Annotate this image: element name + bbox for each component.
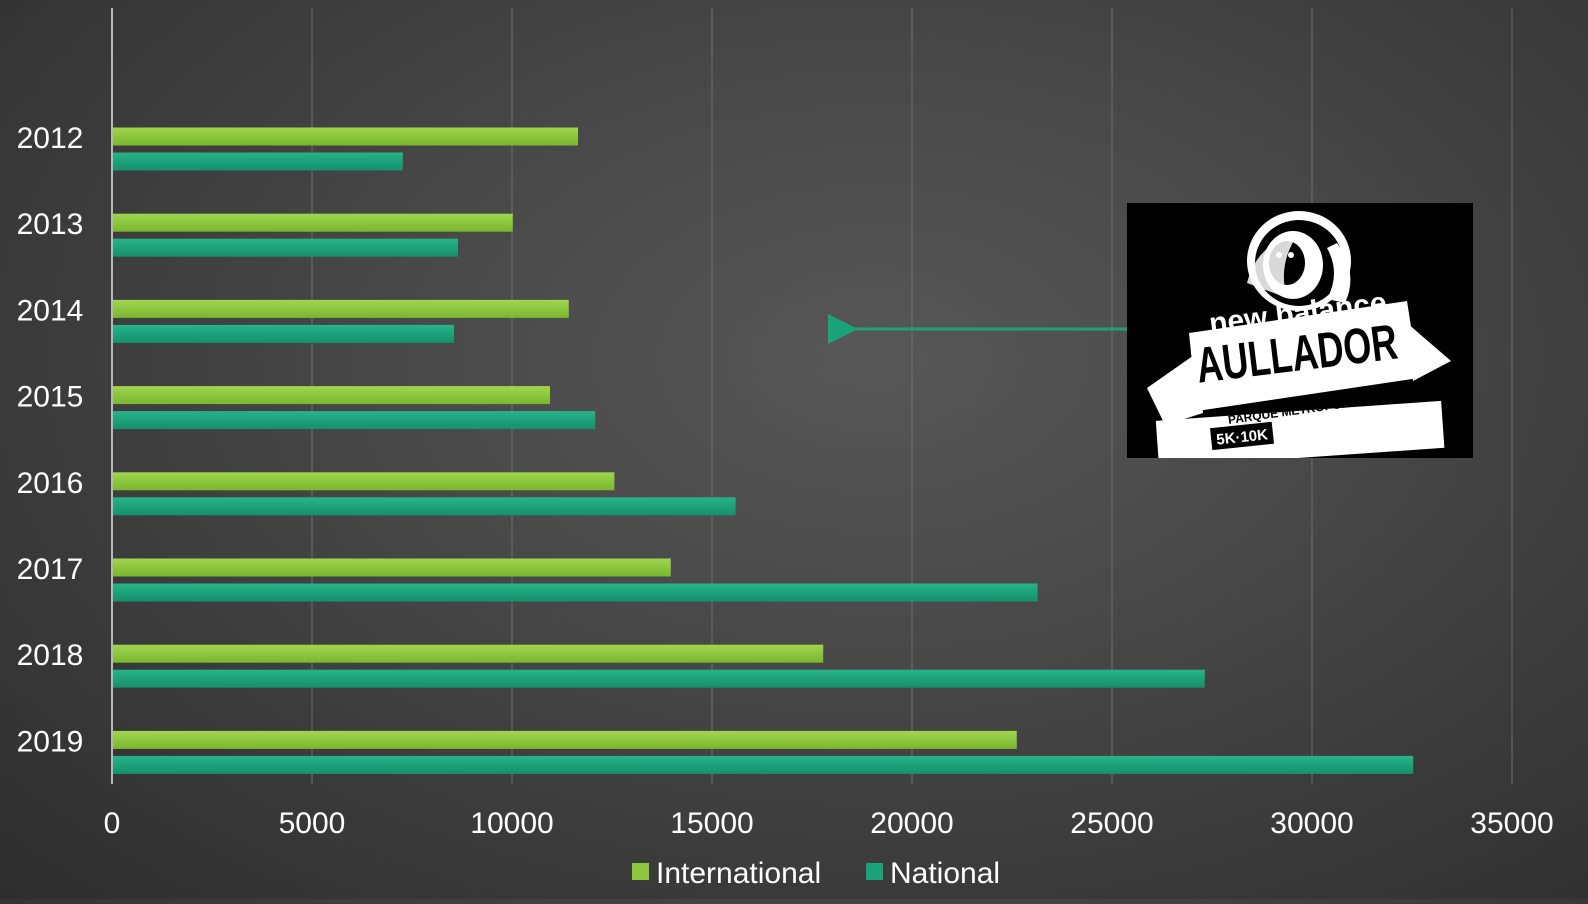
category-label: 2016: [17, 467, 84, 500]
bar-international-2017: [113, 558, 671, 577]
category-label: 2015: [17, 381, 84, 414]
bar-national-2015: [113, 411, 596, 430]
bar-international-2012: [113, 127, 578, 146]
bar-international-2014: [113, 299, 569, 318]
howler-monkey-icon: [1247, 211, 1351, 311]
logo-distance-text: 5K·10K: [1216, 426, 1269, 448]
bar-international-2015: [113, 386, 550, 405]
x-tick-label: 0: [104, 807, 121, 840]
bar-national-2018: [113, 669, 1205, 688]
category-label: 2013: [17, 208, 84, 241]
x-tick-label: 20000: [870, 807, 953, 840]
category-label: 2017: [17, 553, 84, 586]
logo-distance-badge: [1210, 421, 1274, 451]
y-axis: 2012 2013 2014 2015 2016 2017 2018 2019: [17, 122, 84, 758]
bar-national-2013: [113, 238, 458, 257]
bar-international-2013: [113, 213, 513, 232]
bar-national-2014: [113, 324, 454, 343]
bar-international-2019: [113, 730, 1017, 749]
x-tick-label: 15000: [670, 807, 753, 840]
legend-label-national: National: [890, 857, 1000, 890]
bars: [113, 127, 1414, 774]
category-label: 2018: [17, 639, 84, 672]
legend-label-international: International: [656, 857, 821, 890]
bar-national-2016: [113, 497, 736, 516]
bar-international-2016: [113, 472, 615, 491]
event-logo: new balance AULLADOR PARQUE METROPOLITAN…: [1127, 203, 1473, 458]
bar-national-2017: [113, 583, 1038, 602]
category-label: 2012: [17, 122, 84, 155]
x-tick-label: 30000: [1270, 807, 1353, 840]
category-label: 2014: [17, 294, 84, 327]
x-tick-label: 5000: [279, 807, 346, 840]
legend-swatch-national: [866, 863, 883, 880]
bar-national-2019: [113, 755, 1414, 774]
x-tick-label: 35000: [1470, 807, 1553, 840]
x-axis: 0 5000 10000 15000 20000 25000 30000 35000: [104, 8, 1554, 840]
category-label: 2019: [17, 725, 84, 758]
legend-swatch-international: [632, 863, 649, 880]
x-tick-label: 10000: [470, 807, 553, 840]
x-tick-label: 25000: [1070, 807, 1153, 840]
bar-national-2012: [113, 152, 403, 171]
bar-international-2018: [113, 644, 824, 663]
legend: International National: [632, 857, 1000, 890]
